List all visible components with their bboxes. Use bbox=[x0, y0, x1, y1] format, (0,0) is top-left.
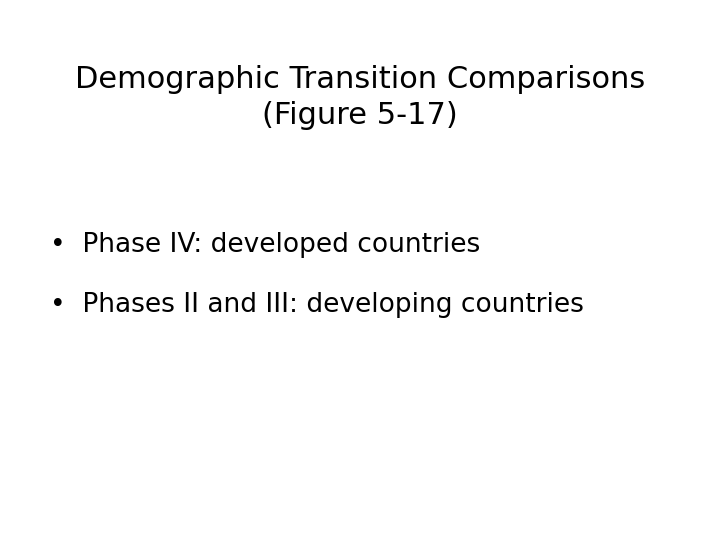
Text: •  Phases II and III: developing countries: • Phases II and III: developing countrie… bbox=[50, 292, 584, 318]
Text: Demographic Transition Comparisons
(Figure 5-17): Demographic Transition Comparisons (Figu… bbox=[75, 65, 645, 130]
Text: •  Phase IV: developed countries: • Phase IV: developed countries bbox=[50, 232, 481, 258]
